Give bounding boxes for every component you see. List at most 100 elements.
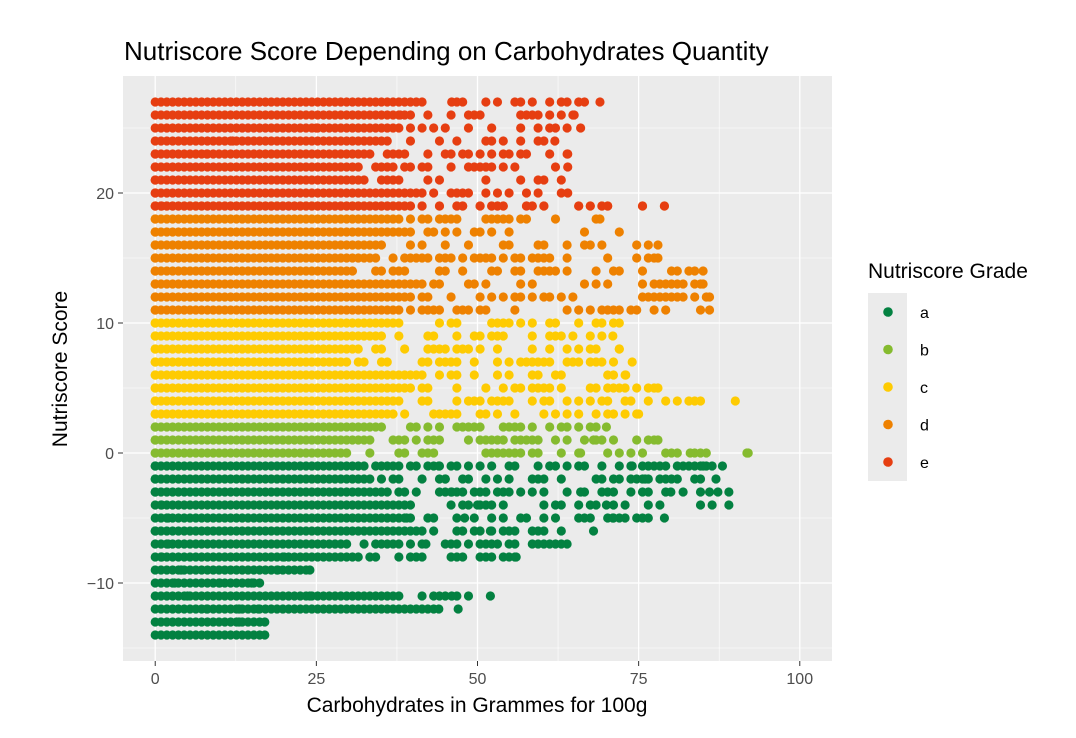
- data-point: [701, 448, 711, 458]
- data-point: [150, 162, 160, 172]
- data-point: [562, 123, 572, 133]
- data-point: [591, 344, 601, 354]
- data-point: [672, 266, 682, 276]
- data-point: [591, 383, 601, 393]
- data-point: [487, 136, 497, 146]
- data-point: [516, 279, 526, 289]
- data-point: [411, 461, 421, 471]
- data-point: [626, 448, 636, 458]
- data-point: [498, 331, 508, 341]
- data-point: [487, 552, 497, 562]
- data-point: [550, 461, 561, 471]
- data-point: [550, 409, 561, 419]
- data-point: [550, 136, 560, 146]
- data-point: [434, 604, 444, 614]
- data-point: [492, 344, 503, 354]
- legend: Nutriscore Grade a b c d e: [868, 260, 1028, 481]
- data-point: [260, 630, 270, 640]
- data-point: [632, 240, 642, 250]
- data-point: [150, 383, 160, 393]
- data-point: [563, 188, 573, 198]
- data-point: [730, 396, 740, 406]
- data-point: [562, 240, 572, 250]
- data-point: [562, 435, 572, 445]
- data-point: [394, 318, 404, 328]
- data-point: [446, 500, 456, 510]
- data-point: [533, 435, 543, 445]
- data-point: [498, 162, 508, 172]
- data-point: [504, 318, 514, 328]
- data-point: [527, 422, 537, 432]
- data-point: [481, 175, 491, 185]
- data-point: [423, 175, 433, 185]
- data-point: [260, 617, 270, 627]
- data-point: [672, 474, 682, 484]
- data-point: [614, 318, 624, 328]
- data-point: [591, 500, 601, 510]
- data-point: [423, 292, 433, 302]
- data-point: [150, 526, 160, 536]
- legend-key-e: [883, 457, 893, 467]
- data-point: [533, 370, 543, 380]
- data-point: [608, 500, 619, 510]
- data-point: [562, 487, 572, 497]
- series-e: [150, 97, 670, 211]
- data-point: [608, 409, 619, 419]
- data-point: [150, 292, 160, 302]
- data-point: [550, 435, 561, 445]
- data-point: [556, 175, 566, 185]
- data-point: [562, 253, 572, 263]
- data-point: [405, 227, 416, 237]
- data-point: [643, 500, 653, 510]
- data-point: [342, 539, 352, 549]
- data-point: [539, 526, 549, 536]
- data-point: [550, 214, 561, 224]
- data-point: [521, 513, 532, 523]
- data-point: [402, 513, 412, 523]
- data-point: [394, 331, 404, 341]
- data-point: [400, 448, 410, 458]
- data-point: [545, 149, 555, 159]
- data-point: [394, 474, 404, 484]
- chart-title: Nutriscore Score Depending on Carbohydra…: [124, 36, 769, 66]
- legend-label-e: e: [920, 455, 929, 472]
- data-point: [452, 136, 462, 146]
- data-point: [434, 305, 445, 315]
- data-point: [150, 331, 160, 341]
- data-point: [576, 123, 586, 133]
- data-point: [539, 409, 549, 419]
- data-point: [556, 110, 566, 120]
- data-point: [429, 448, 439, 458]
- data-point: [417, 370, 427, 380]
- data-point: [411, 487, 421, 497]
- data-point: [463, 123, 474, 133]
- data-point: [417, 201, 427, 211]
- data-point: [417, 474, 427, 484]
- data-point: [365, 448, 375, 458]
- data-point: [475, 344, 485, 354]
- data-point: [440, 227, 450, 237]
- data-point: [434, 175, 445, 185]
- data-point: [550, 513, 561, 523]
- data-point: [643, 396, 653, 406]
- data-point: [458, 97, 468, 107]
- data-point: [395, 110, 405, 120]
- legend-title: Nutriscore Grade: [868, 260, 1028, 283]
- y-tick-label: −10: [87, 576, 114, 593]
- data-point: [695, 500, 706, 510]
- data-point: [394, 175, 404, 185]
- data-point: [608, 435, 619, 445]
- data-point: [452, 383, 462, 393]
- data-point: [498, 136, 508, 146]
- data-point: [150, 487, 160, 497]
- data-point: [539, 136, 549, 146]
- data-point: [150, 448, 160, 458]
- data-point: [504, 240, 514, 250]
- data-point: [405, 240, 416, 250]
- data-point: [440, 474, 450, 484]
- data-point: [150, 422, 160, 432]
- data-point: [685, 448, 695, 458]
- data-point: [227, 136, 238, 146]
- data-point: [585, 396, 595, 406]
- data-point: [711, 474, 721, 484]
